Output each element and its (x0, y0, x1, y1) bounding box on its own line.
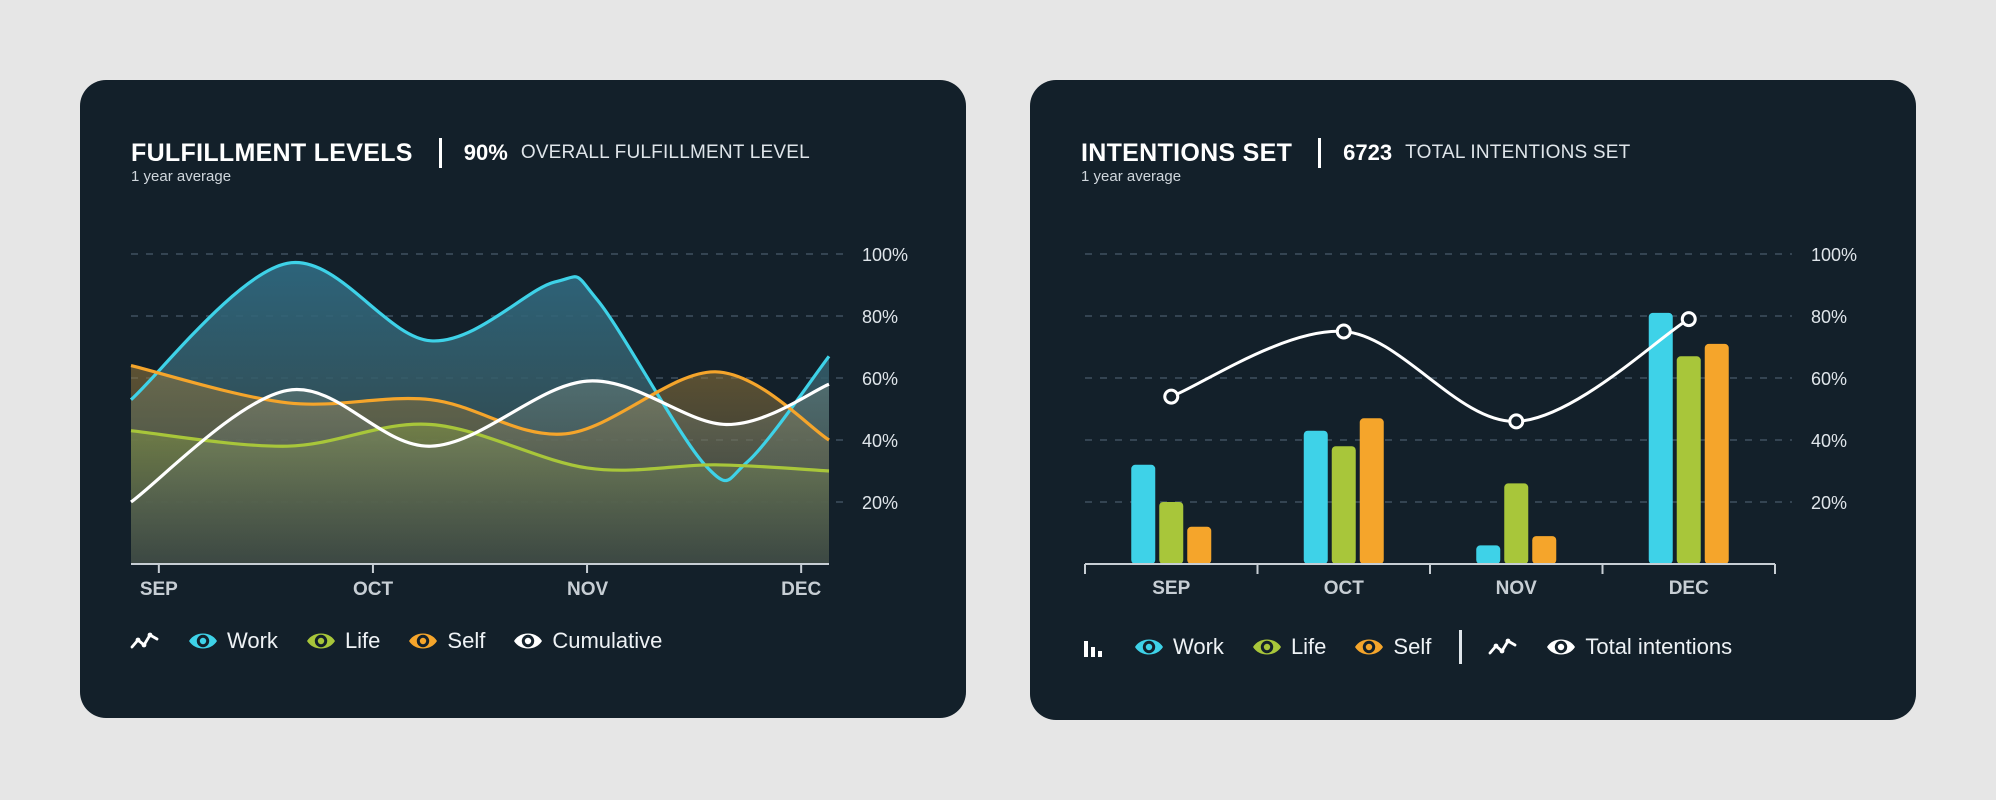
bar-self (1532, 536, 1557, 564)
legend-label: Cumulative (552, 628, 663, 653)
legend-work[interactable]: Work (1134, 634, 1224, 660)
y-tick-label: 40% (862, 431, 898, 451)
y-tick-label: 100% (1811, 245, 1857, 265)
intentions-header: INTENTIONS SET 6723 TOTAL INTENTIONS SET (1081, 133, 1630, 173)
fulfillment-stat-value: 90% (463, 140, 508, 165)
y-tick-label: 100% (862, 245, 908, 265)
fulfillment-subtitle: 1 year average (131, 168, 232, 185)
bar-life (1676, 356, 1701, 564)
intentions-stat-value: 6723 (1343, 140, 1393, 165)
legend-label: Self (1393, 634, 1432, 659)
bar-life (1504, 483, 1529, 564)
x-tick-label: DEC (1669, 578, 1709, 599)
y-tick-label: 20% (862, 493, 898, 513)
legend-work[interactable]: Work (188, 628, 278, 654)
legend-label: Work (1173, 634, 1224, 659)
y-tick-label: 20% (1811, 493, 1847, 513)
eye-icon (189, 633, 217, 649)
eye-icon (1547, 639, 1576, 655)
area-cumulative (131, 380, 829, 564)
x-tick-label: OCT (353, 579, 394, 600)
legend-label: Life (1290, 634, 1327, 659)
bar-work (1131, 464, 1156, 564)
intentions-card: INTENTIONS SET 6723 TOTAL INTENTIONS SET… (1030, 80, 1916, 720)
legend-total-intentions[interactable]: Total intentions (1546, 634, 1732, 660)
x-tick-label: NOV (567, 579, 609, 600)
x-tick-label: NOV (1496, 578, 1538, 599)
bar-chart-icon (1084, 641, 1102, 657)
bar-work (1303, 430, 1328, 564)
eye-icon (514, 633, 543, 649)
line-chart-icon (130, 632, 159, 649)
x-tick-label: SEP (140, 579, 178, 600)
y-tick-label: 80% (1811, 307, 1847, 327)
header-divider (1318, 138, 1322, 168)
fulfillment-stat-label: OVERALL FULFILLMENT LEVEL (520, 142, 810, 163)
legend-self[interactable]: Self (408, 628, 485, 654)
legend-divider (1459, 630, 1463, 664)
line-life (130, 422, 830, 473)
line-cumulative (130, 379, 830, 504)
y-tick-label: 60% (862, 369, 898, 389)
legend-life[interactable]: Life (1252, 634, 1326, 660)
eye-icon (1355, 639, 1384, 655)
y-tick-label: 40% (1811, 431, 1847, 451)
intentions-subtitle: 1 year average (1081, 168, 1182, 185)
header-divider (438, 138, 442, 168)
fulfillment-chart: 20% 40% 60% 80% 100% SEP OCT NOV DEC (129, 245, 908, 600)
bar-self (1359, 418, 1384, 564)
line-chart-icon (1488, 638, 1517, 655)
line-point (1163, 388, 1180, 405)
legend-label: Life (344, 628, 381, 653)
legend-self[interactable]: Self (1354, 634, 1431, 660)
bar-work (1476, 545, 1501, 564)
eye-icon (1252, 639, 1281, 655)
fulfillment-legend: Work Life Self Cumulative (130, 628, 690, 654)
fulfillment-title: FULFILLMENT LEVELS (131, 138, 413, 167)
line-total-intentions (1170, 317, 1690, 423)
legend-line-type (1488, 636, 1518, 658)
fulfillment-header: FULFILLMENT LEVELS 90% OVERALL FULFILLME… (131, 133, 810, 173)
bar-life (1331, 446, 1356, 564)
legend-bar-type (1080, 635, 1106, 659)
eye-icon (1135, 639, 1163, 655)
bar-life (1159, 502, 1184, 564)
legend-label: Total intentions (1585, 634, 1733, 659)
legend-label: Self (447, 628, 486, 653)
x-tick-label: OCT (1324, 578, 1365, 599)
x-tick-label: SEP (1152, 578, 1190, 599)
legend-line-type (130, 630, 160, 652)
eye-icon (306, 633, 335, 649)
bar-self (1187, 526, 1212, 564)
intentions-title: INTENTIONS SET (1081, 138, 1293, 167)
intentions-stat-label: TOTAL INTENTIONS SET (1405, 142, 1631, 163)
intentions-chart: 20% 40% 60% 80% 100% SEP OCT NOV DEC (1084, 245, 1857, 599)
line-work (129, 260, 831, 483)
y-tick-label: 80% (862, 307, 898, 327)
y-tick-label: 60% (1811, 369, 1847, 389)
fulfillment-card: FULFILLMENT LEVELS 90% OVERALL FULFILLME… (80, 80, 966, 718)
bar-work (1648, 312, 1673, 564)
bar-self (1704, 343, 1729, 564)
legend-life[interactable]: Life (306, 628, 380, 654)
intentions-legend: Work Life Self Total intentions (1080, 630, 1760, 664)
legend-label: Work (227, 628, 278, 653)
line-point (1508, 413, 1525, 430)
line-point (1335, 323, 1352, 340)
legend-cumulative[interactable]: Cumulative (513, 628, 662, 654)
x-tick-label: DEC (781, 579, 821, 600)
line-point (1680, 311, 1697, 328)
eye-icon (409, 633, 438, 649)
